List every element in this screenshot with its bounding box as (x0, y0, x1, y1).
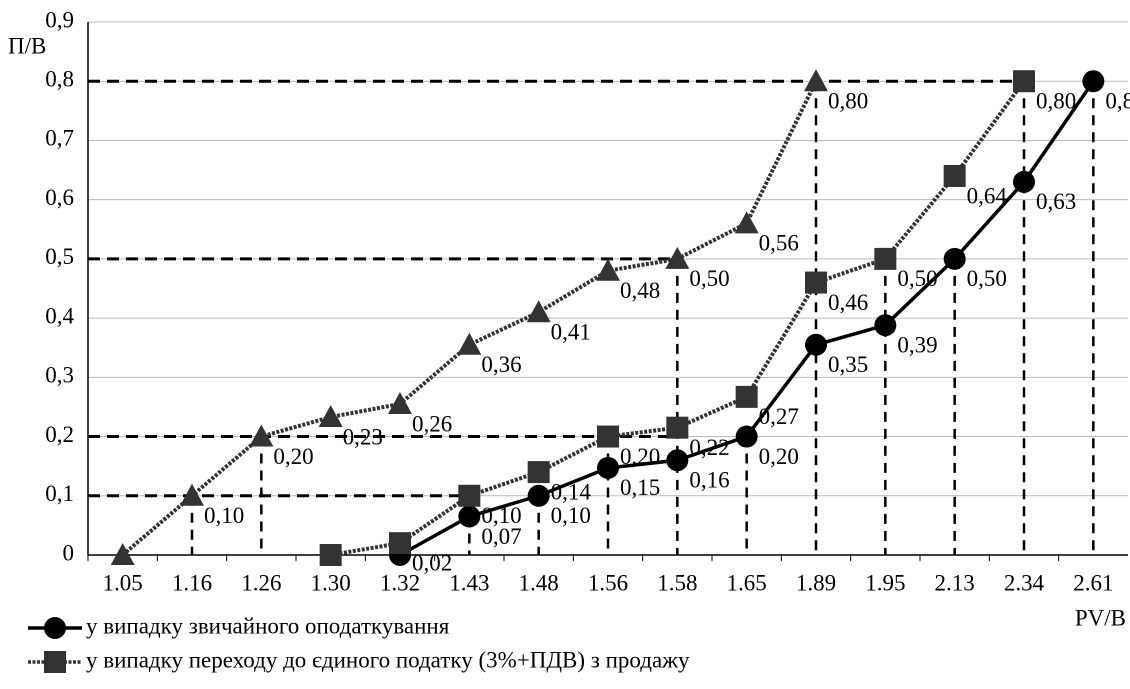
x-tick-label: 1.43 (449, 570, 489, 595)
point (527, 484, 550, 507)
point (527, 461, 550, 484)
point (874, 247, 897, 270)
point (735, 385, 758, 408)
point (318, 405, 343, 428)
y-tick-label: 0,3 (45, 363, 74, 388)
value-label: 0,50 (967, 266, 1007, 291)
value-label: 0,48 (620, 278, 660, 303)
x-tick-label: 1.26 (241, 570, 281, 595)
value-label: 0,20 (273, 444, 313, 469)
y-axis-label: П/В (8, 33, 46, 58)
y-tick-label: 0,1 (45, 481, 74, 506)
value-label: 0,39 (897, 332, 937, 357)
point (180, 483, 204, 506)
point (458, 484, 481, 507)
value-label: 0,07 (481, 524, 521, 549)
x-tick-label: 1.30 (311, 570, 351, 595)
point (735, 425, 758, 448)
value-label: 0,64 (967, 183, 1008, 208)
legend-label: у випадку переходу до єдиного податку (3… (86, 647, 690, 672)
value-label: 0,10 (481, 503, 521, 528)
point (1082, 70, 1105, 93)
value-label: 0,50 (897, 266, 937, 291)
value-label: 0,16 (689, 468, 729, 493)
point (457, 332, 482, 355)
point (458, 505, 481, 528)
y-tick-label: 0,7 (45, 126, 74, 151)
point (874, 314, 897, 337)
x-tick-label: 1.65 (727, 570, 767, 595)
value-label: 0,20 (759, 444, 799, 469)
x-axis-label: PV/B (1075, 605, 1126, 630)
point (110, 543, 135, 565)
value-label: 0,80 (1036, 89, 1076, 114)
point (319, 544, 342, 566)
point (597, 425, 619, 448)
point (388, 391, 412, 414)
point (804, 69, 828, 92)
legend-marker (44, 651, 66, 673)
value-label: 0,63 (1036, 189, 1076, 214)
value-label: 0,35 (828, 352, 868, 377)
x-tick-label: 1.58 (657, 570, 697, 595)
value-label: 0,46 (828, 290, 868, 315)
value-label: 0,10 (204, 503, 244, 528)
point (666, 416, 689, 439)
x-tick-label: 2.34 (1004, 570, 1045, 595)
legend-marker (44, 617, 66, 639)
value-label: 0,20 (620, 444, 660, 469)
x-tick-label: 1.95 (865, 570, 905, 595)
x-tick-label: 1.05 (103, 570, 143, 595)
value-label: 0,80 (828, 89, 868, 114)
value-label: 0,23 (343, 424, 383, 449)
value-label: 0,22 (689, 435, 729, 460)
value-label: 0,80 (1105, 89, 1130, 114)
x-tick-label: 1.48 (519, 570, 559, 595)
point (734, 211, 759, 234)
x-tick-label: 1.89 (796, 570, 836, 595)
point (597, 456, 619, 479)
point (526, 300, 551, 323)
value-label: 0,27 (759, 404, 799, 429)
y-tick-label: 0,5 (45, 244, 74, 269)
point (1013, 70, 1035, 93)
x-tick-label: 1.16 (172, 570, 212, 595)
point (805, 333, 827, 356)
point (1013, 170, 1035, 193)
value-label: 0,56 (759, 231, 799, 256)
y-tick-label: 0,2 (45, 422, 74, 447)
y-tick-label: 0,6 (45, 185, 74, 210)
y-tick-label: 0,9 (45, 7, 74, 32)
point (249, 424, 274, 447)
value-label: 0,14 (551, 479, 592, 504)
value-label: 0,10 (551, 503, 591, 528)
y-tick-label: 0,8 (45, 67, 74, 92)
x-tick-label: 2.61 (1073, 570, 1113, 595)
point (943, 247, 966, 270)
point (943, 164, 966, 187)
x-tick-label: 1.32 (380, 570, 420, 595)
value-label: 0,36 (481, 352, 521, 377)
point (389, 532, 411, 555)
value-label: 0,02 (412, 550, 452, 575)
point (805, 271, 827, 294)
value-label: 0,15 (620, 475, 660, 500)
y-tick-label: 0,4 (45, 303, 74, 328)
value-label: 0,41 (551, 319, 591, 344)
y-tick-label: 0 (63, 540, 75, 565)
legend-label: у випадку звичайного оподаткування (86, 613, 450, 638)
point (596, 258, 620, 281)
value-label: 0,26 (412, 411, 452, 436)
point (666, 449, 689, 472)
value-label: 0,50 (689, 266, 729, 291)
x-tick-label: 1.56 (588, 570, 628, 595)
x-tick-label: 2.13 (935, 570, 975, 595)
point (665, 246, 690, 269)
